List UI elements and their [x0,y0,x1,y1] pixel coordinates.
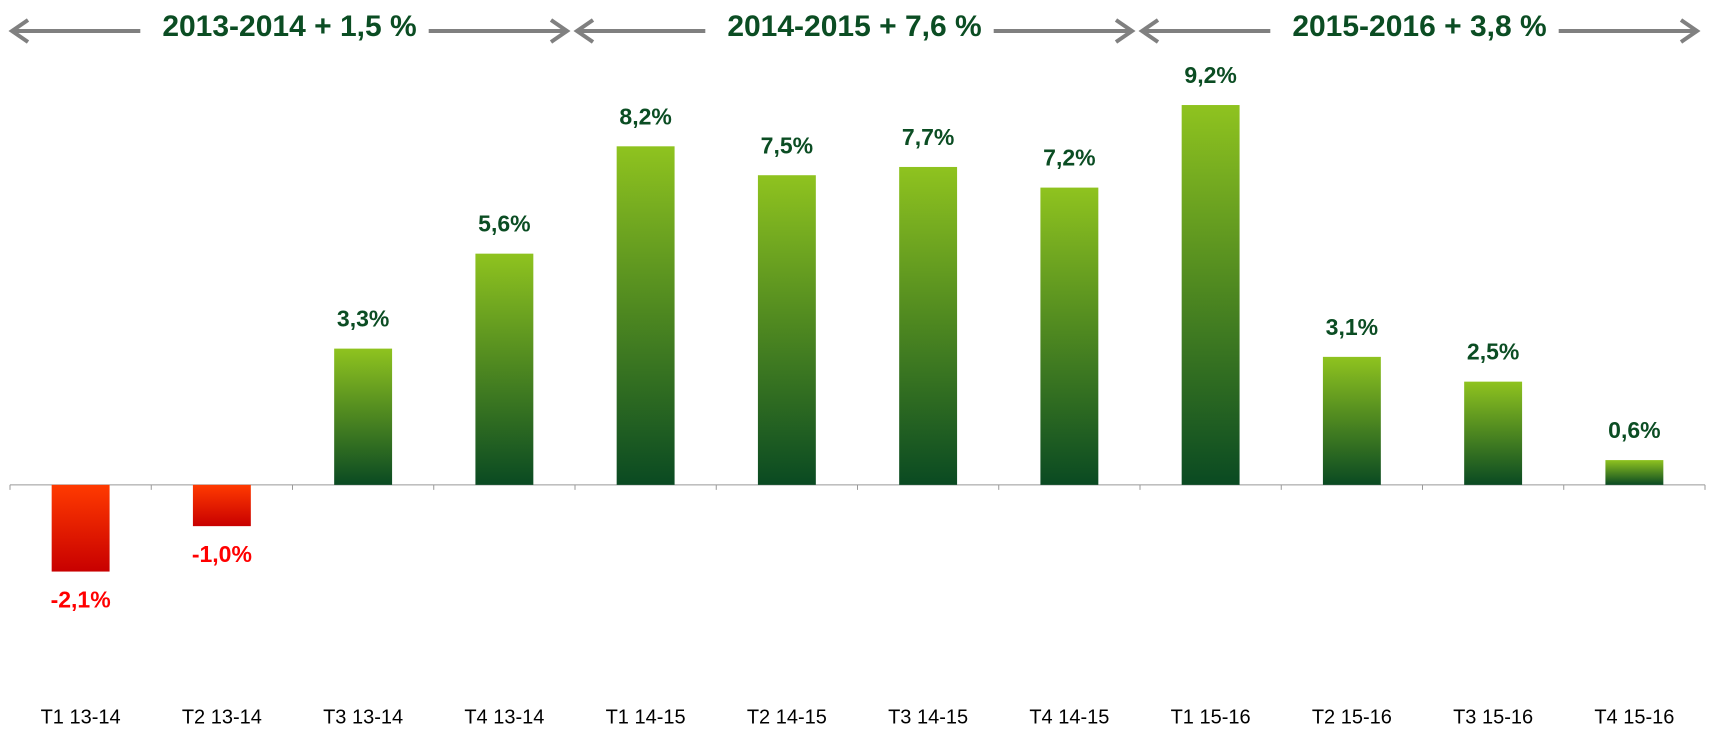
value-label: 3,1% [1326,314,1378,340]
x-tick-label: T2 13-14 [182,706,262,728]
value-label: -2,1% [51,587,111,613]
value-label: 7,2% [1043,145,1095,171]
value-label: 5,6% [478,211,530,237]
bar [757,175,816,485]
x-tick-label: T2 14-15 [747,706,827,728]
bar [1322,356,1381,485]
bar [899,166,958,485]
bar [616,146,675,485]
value-label: 0,6% [1608,417,1660,443]
period-annotation: 2013-2014 + 1,5 % [162,10,416,43]
value-label: 9,2% [1184,62,1236,88]
x-tick-label: T1 15-16 [1171,706,1251,728]
value-label: 2,5% [1467,339,1519,365]
x-tick-label: T4 13-14 [464,706,544,728]
arrow-head [573,18,595,44]
x-tick-label: T3 14-15 [888,706,968,728]
bar [51,484,110,572]
arrow-head [1679,18,1701,44]
x-tick-label: T1 14-15 [606,706,686,728]
x-tick-label: T2 15-16 [1312,706,1392,728]
value-label: -1,0% [192,541,252,567]
x-tick-label: T3 13-14 [323,706,403,728]
arrow-head [1114,18,1136,44]
arrow-head [549,18,571,44]
arrow-head [1138,18,1160,44]
bar [1605,460,1664,485]
bar [334,348,393,485]
x-tick-label: T4 15-16 [1594,706,1674,728]
arrow-head [8,18,30,44]
x-tick-label: T4 14-15 [1029,706,1109,728]
value-label: 8,2% [619,103,671,129]
value-label: 7,5% [761,132,813,158]
bar [1040,187,1099,485]
bar [1181,105,1240,485]
x-tick-label: T3 15-16 [1453,706,1533,728]
value-label: 3,3% [337,306,389,332]
bar [475,253,534,485]
period-annotation: 2015-2016 + 3,8 % [1292,10,1546,43]
x-tick-label: T1 13-14 [41,706,121,728]
bar [1464,381,1523,485]
bar [192,484,251,527]
value-label: 7,7% [902,124,954,150]
period-annotation: 2014-2015 + 7,6 % [727,10,981,43]
